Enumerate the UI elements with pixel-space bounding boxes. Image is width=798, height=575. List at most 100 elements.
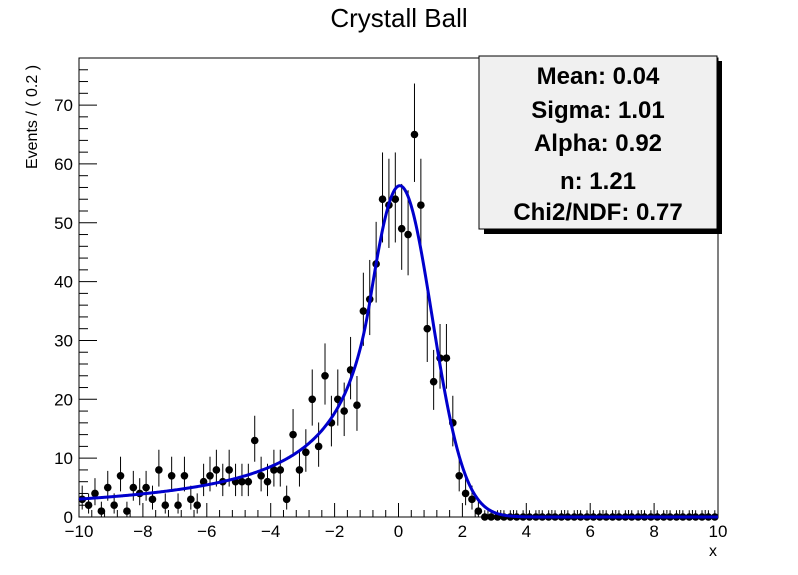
data-point	[480, 510, 489, 521]
data-marker	[397, 224, 406, 233]
data-marker	[212, 466, 221, 474]
data-marker	[174, 501, 182, 510]
data-marker	[116, 472, 125, 480]
data-marker	[455, 472, 464, 480]
data-point	[353, 376, 361, 431]
data-point	[327, 395, 336, 447]
data-point	[487, 510, 495, 521]
data-point	[302, 429, 310, 472]
data-marker	[123, 507, 131, 515]
data-point	[321, 343, 329, 405]
data-point	[84, 493, 93, 514]
data-point	[180, 456, 189, 492]
data-marker	[91, 489, 99, 498]
data-marker	[404, 230, 412, 239]
data-point	[270, 449, 278, 487]
data-point	[250, 415, 259, 462]
y-tick-label: 20	[54, 390, 73, 409]
data-marker	[308, 395, 317, 404]
stat-mean: Mean: 0.04	[537, 63, 660, 90]
data-point	[455, 456, 464, 492]
data-marker	[429, 377, 438, 386]
data-point	[212, 449, 221, 487]
data-marker	[97, 507, 106, 515]
data-marker	[487, 513, 495, 521]
data-marker	[244, 477, 253, 486]
data-point	[97, 501, 106, 517]
data-marker	[270, 466, 278, 474]
data-marker	[282, 495, 291, 504]
data-point	[123, 501, 131, 517]
data-marker	[263, 477, 272, 486]
y-tick-label: 40	[54, 273, 73, 292]
data-marker	[353, 401, 361, 409]
data-marker	[378, 195, 387, 204]
y-tick-label: 50	[54, 214, 73, 233]
data-point	[161, 493, 170, 514]
x-tick-label: 2	[458, 522, 467, 541]
data-point	[295, 449, 304, 487]
data-point	[155, 449, 163, 487]
data-marker	[180, 472, 189, 480]
data-point	[238, 463, 246, 497]
data-marker	[129, 483, 138, 492]
data-marker	[84, 501, 93, 510]
x-tick-label: −8	[133, 522, 152, 541]
stats-box: Mean: 0.04 Sigma: 1.01 Alpha: 0.92 n: 1.…	[478, 55, 722, 234]
stat-alpha: Alpha: 0.92	[534, 130, 662, 157]
data-marker	[314, 442, 323, 451]
data-point	[397, 183, 406, 270]
data-point	[417, 158, 425, 248]
fit-curve	[78, 184, 718, 519]
data-point	[333, 369, 342, 426]
data-marker	[193, 501, 202, 510]
x-tick-label: 10	[709, 522, 728, 541]
data-marker	[155, 466, 163, 474]
data-marker	[206, 472, 214, 480]
data-marker	[391, 195, 400, 204]
data-point	[193, 493, 202, 514]
y-tick-label: 30	[54, 331, 73, 350]
data-point	[135, 478, 144, 506]
data-marker	[257, 472, 265, 480]
data-marker	[110, 501, 118, 510]
data-points	[78, 83, 719, 521]
data-point	[429, 349, 438, 410]
stats-box-background	[478, 55, 718, 230]
data-point	[116, 456, 125, 492]
data-point	[142, 470, 150, 501]
data-marker	[142, 483, 150, 492]
data-point	[91, 478, 99, 506]
data-marker	[321, 371, 329, 380]
data-point	[276, 449, 285, 487]
data-point	[199, 463, 208, 497]
tick-labels: −10 −8 −6 −4 −2 0 2 4 6 8 10 0 10 20 30 40 50 60 70	[54, 96, 727, 541]
data-point	[174, 493, 182, 514]
data-marker	[295, 466, 304, 474]
stat-sigma: Sigma: 1.01	[531, 97, 664, 124]
data-marker	[289, 430, 297, 439]
x-tick-label: −2	[325, 522, 344, 541]
data-marker	[480, 513, 489, 521]
data-marker	[359, 307, 368, 315]
x-tick-label: 8	[649, 522, 658, 541]
data-marker	[161, 501, 170, 510]
data-point	[187, 485, 195, 510]
data-point	[289, 409, 297, 457]
x-axis-label: x	[709, 543, 717, 560]
data-point	[474, 501, 483, 517]
x-tick-label: −10	[65, 522, 94, 541]
chart-title: Crystall Ball	[330, 3, 467, 33]
data-point	[282, 485, 291, 510]
data-marker	[468, 495, 476, 504]
data-point	[244, 463, 253, 497]
data-point	[167, 456, 176, 492]
data-marker	[250, 436, 259, 445]
data-marker	[417, 201, 425, 209]
data-point	[423, 291, 432, 362]
data-marker	[238, 477, 246, 486]
stat-n: n: 1.21	[560, 168, 636, 195]
y-tick-label: 60	[54, 155, 73, 174]
data-marker	[225, 466, 233, 474]
